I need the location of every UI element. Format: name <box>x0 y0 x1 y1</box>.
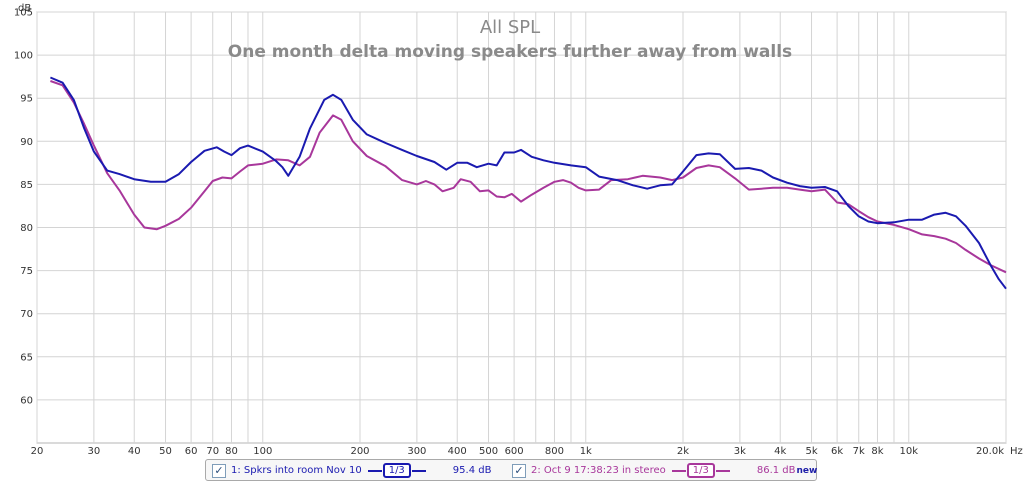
chart-subtitle: One month delta moving speakers further … <box>228 42 792 62</box>
x-tick-label: 60 <box>185 446 198 457</box>
x-tick-label: 70 <box>206 446 219 457</box>
x-tick-label: 40 <box>128 446 141 457</box>
y-tick-label: 65 <box>20 352 33 363</box>
x-tick-label: 20 <box>31 446 44 457</box>
x-tick-label: 8k <box>871 446 883 457</box>
series-1-smoothing-button[interactable]: 1/3 <box>382 463 411 478</box>
x-tick-label: 3k <box>734 446 746 457</box>
series-1-line <box>50 76 1007 290</box>
series-1-name: 1: Spkrs into room Nov 10 <box>231 465 362 476</box>
y-tick-label: 90 <box>20 137 33 148</box>
series-2-line-swatch <box>671 469 686 472</box>
x-tick-label: 6k <box>831 446 843 457</box>
grid-lines <box>36 11 1007 443</box>
new-badge: new <box>796 465 818 476</box>
y-tick-labels: 60 65 70 75 80 85 90 95 100 105 <box>14 8 33 407</box>
series-2-name: 2: Oct 9 17:38:23 in stereo <box>531 465 666 476</box>
legend: ✓ 1: Spkrs into room Nov 10 1/3 95.4 dB … <box>205 459 817 481</box>
series-2-checkbox[interactable]: ✓ <box>512 463 526 478</box>
x-tick-label: 30 <box>88 446 101 457</box>
series-2-smoothing-button[interactable]: 1/3 <box>686 463 715 478</box>
y-tick-label: 85 <box>20 180 33 191</box>
x-tick-label: 4k <box>774 446 786 457</box>
x-tick-label: 7k <box>853 446 865 457</box>
x-tick-label: 500 <box>479 446 498 457</box>
series-lines <box>50 76 1007 290</box>
x-tick-label: 2k <box>677 446 689 457</box>
x-tick-label: 600 <box>505 446 524 457</box>
legend-item-series-1[interactable]: ✓ 1: Spkrs into room Nov 10 1/3 95.4 dB <box>212 462 491 479</box>
legend-item-series-2[interactable]: ✓ 2: Oct 9 17:38:23 in stereo 1/3 86.1 d… <box>512 462 817 479</box>
series-1-line-swatch <box>367 469 382 472</box>
x-tick-label: 50 <box>159 446 172 457</box>
y-tick-label: 95 <box>20 94 33 105</box>
y-tick-label: 100 <box>14 51 33 62</box>
series-2-value: 86.1 dB <box>756 465 796 476</box>
y-tick-label: 70 <box>20 309 33 320</box>
x-tick-label: 5k <box>805 446 817 457</box>
x-tick-label: 400 <box>448 446 467 457</box>
series-2-line-swatch-right <box>715 469 730 472</box>
x-tick-label: 1k <box>580 446 592 457</box>
x-tick-labels: 20 30 40 50 60 70 80 100 200 300 400 500 600 800 1k 2k 3… <box>31 446 1005 457</box>
chart-title: All SPL <box>480 17 540 38</box>
y-tick-label: 105 <box>14 8 33 19</box>
x-tick-label: 800 <box>545 446 564 457</box>
x-axis-label: Hz <box>1010 446 1023 457</box>
y-tick-label: 75 <box>20 266 33 277</box>
y-tick-label: 80 <box>20 223 33 234</box>
x-tick-label: 100 <box>253 446 272 457</box>
y-axis-label: dB <box>18 3 31 14</box>
y-tick-label: 60 <box>20 395 33 406</box>
x-tick-label: 80 <box>225 446 238 457</box>
series-1-value: 95.4 dB <box>452 465 492 476</box>
x-tick-label: 10k <box>900 446 919 457</box>
series-2-line <box>50 80 1007 274</box>
x-tick-label: 20.0k <box>976 446 1004 457</box>
series-1-line-swatch-right <box>411 469 426 472</box>
x-tick-label: 200 <box>350 446 369 457</box>
x-tick-label: 300 <box>407 446 426 457</box>
series-1-checkbox[interactable]: ✓ <box>212 463 226 478</box>
